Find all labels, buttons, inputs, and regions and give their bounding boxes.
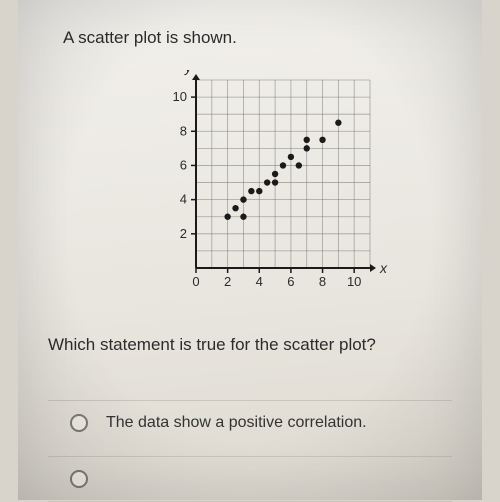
- svg-text:8: 8: [319, 274, 326, 289]
- worksheet-paper: A scatter plot is shown. 0 2 4 6 8 10 2 4 6 8 10 x y…: [18, 0, 482, 500]
- option-label: The data show a positive correlation.: [106, 414, 367, 432]
- question-stem: A scatter plot is shown.: [63, 28, 237, 48]
- option-row[interactable]: [48, 456, 452, 502]
- question-ask: Which statement is true for the scatter …: [48, 335, 376, 355]
- svg-text:4: 4: [180, 192, 187, 207]
- svg-text:2: 2: [224, 274, 231, 289]
- option-row[interactable]: The data show a positive correlation.: [48, 400, 452, 445]
- svg-text:6: 6: [180, 157, 187, 172]
- svg-text:x: x: [379, 260, 388, 276]
- svg-text:6: 6: [287, 274, 294, 289]
- svg-text:y: y: [184, 70, 193, 75]
- radio-icon[interactable]: [70, 414, 88, 432]
- scatter-plot: 0 2 4 6 8 10 2 4 6 8 10 x y: [158, 70, 388, 300]
- svg-text:10: 10: [347, 274, 361, 289]
- radio-icon[interactable]: [70, 470, 88, 488]
- svg-text:8: 8: [180, 123, 187, 138]
- svg-text:4: 4: [256, 274, 263, 289]
- svg-text:0: 0: [192, 274, 199, 289]
- svg-text:10: 10: [173, 89, 187, 104]
- svg-text:2: 2: [180, 226, 187, 241]
